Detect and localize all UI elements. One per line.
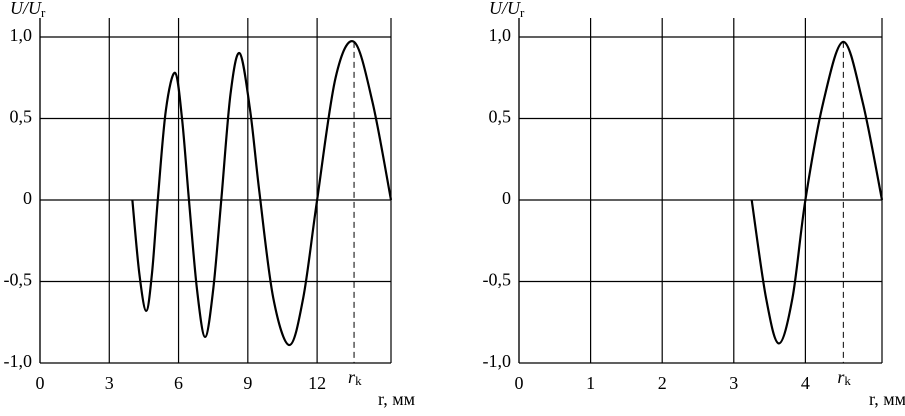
y-axis-label: U/Ur xyxy=(489,0,525,20)
y-axis-label-main: U/U xyxy=(10,0,42,18)
y-axis-label: U/Ur xyxy=(10,0,46,20)
x-tick-label: 2 xyxy=(658,373,667,393)
y-tick-label: 0 xyxy=(23,188,32,208)
x-tick-label: 0 xyxy=(36,373,45,393)
y-tick-label: 0,5 xyxy=(489,107,512,127)
marker-label-sub: k xyxy=(844,373,851,388)
y-tick-label: -1,0 xyxy=(483,351,512,371)
y-tick-label: -0,5 xyxy=(483,270,512,290)
y-axis-label-sub: r xyxy=(41,5,46,20)
x-tick-label: 9 xyxy=(243,373,252,393)
x-axis-label: r, мм xyxy=(869,389,905,409)
y-tick-label: -0,5 xyxy=(4,270,33,290)
x-axis-label: r, мм xyxy=(378,389,415,409)
data-line xyxy=(750,40,884,345)
x-tick-label: 6 xyxy=(174,373,183,393)
y-tick-label: 0,5 xyxy=(10,107,33,127)
x-tick-label: 1 xyxy=(586,373,595,393)
y-tick-label: -1,0 xyxy=(4,351,33,371)
x-tick-label: 12 xyxy=(308,373,326,393)
marker-label: rk xyxy=(837,367,851,388)
x-tick-label: 4 xyxy=(801,373,810,393)
marker-label-main: r xyxy=(348,367,356,387)
y-tick-label: 0 xyxy=(502,188,511,208)
x-tick-label: 3 xyxy=(729,373,738,393)
y-tick-label: 1,0 xyxy=(489,25,512,45)
y-axis-label-sub: r xyxy=(520,5,525,20)
marker-label-main: r xyxy=(837,367,845,387)
marker-label: rk xyxy=(348,367,362,388)
y-tick-label: 1,0 xyxy=(10,25,33,45)
data-line xyxy=(131,40,393,347)
marker-label-sub: k xyxy=(355,373,362,388)
x-tick-label: 0 xyxy=(515,373,524,393)
y-axis-label-main: U/U xyxy=(489,0,521,18)
x-tick-label: 3 xyxy=(105,373,114,393)
